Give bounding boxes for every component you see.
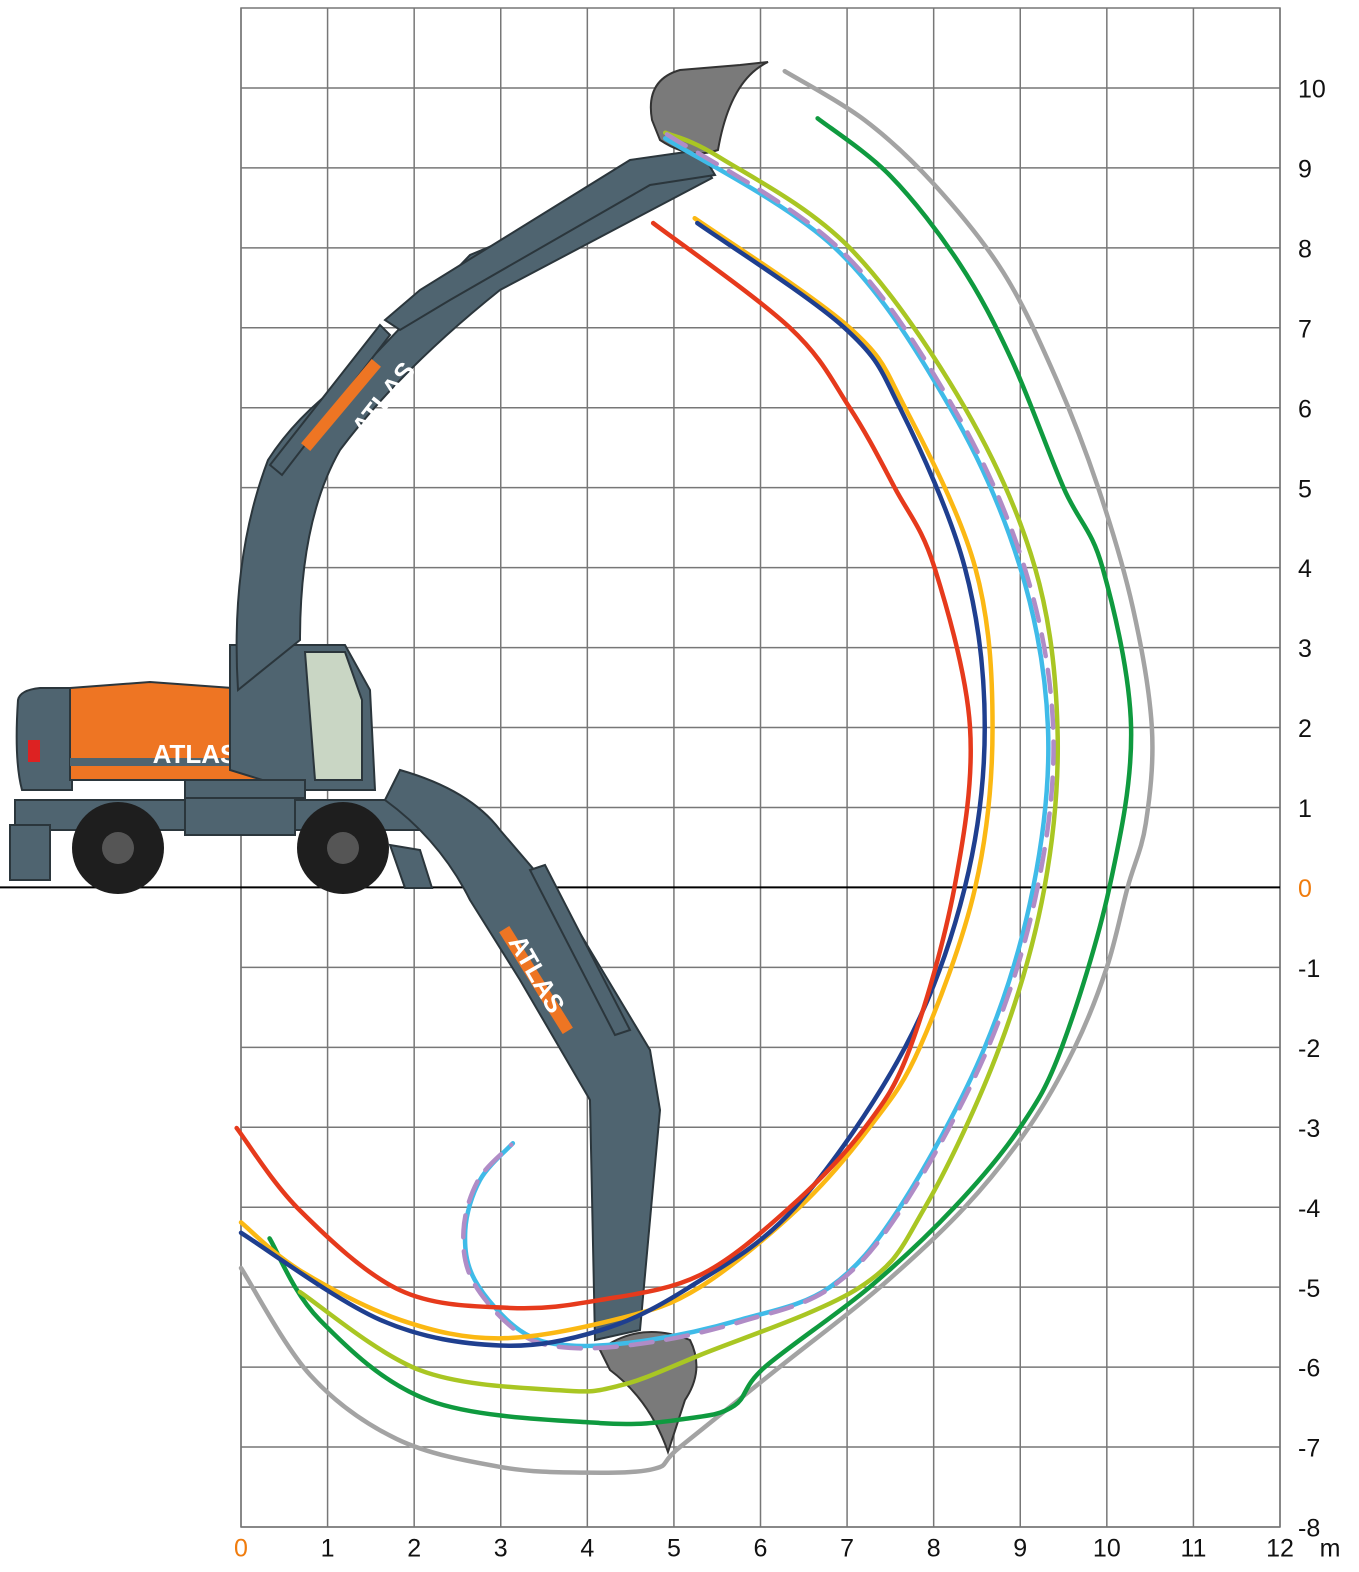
range-curve: [241, 71, 1152, 1473]
y-tick-label: -6: [1298, 1355, 1320, 1383]
arm: [385, 150, 715, 330]
y-tick-label: 6: [1298, 395, 1312, 423]
x-tick-label: 9: [1013, 1535, 1027, 1563]
x-tick-label: 5: [667, 1535, 681, 1563]
range-curve: [465, 138, 1048, 1346]
y-tick-label: 8: [1298, 235, 1312, 263]
x-axis-unit: m: [1320, 1535, 1341, 1563]
turntable: [185, 780, 305, 798]
y-tick-label: -2: [1298, 1035, 1320, 1063]
x-tick-label: 0: [234, 1535, 248, 1563]
x-tick-label: 11: [1180, 1535, 1206, 1563]
x-tick-label: 6: [754, 1535, 768, 1563]
y-tick-label: 3: [1298, 635, 1312, 663]
x-tick-label: 10: [1093, 1535, 1121, 1563]
y-tick-label: -4: [1298, 1195, 1320, 1223]
bucket: [600, 1332, 696, 1452]
hub: [327, 832, 359, 864]
x-tick-label: 4: [580, 1535, 594, 1563]
chart: ATLAS ATLAS ATLAS 0123456789101112-8-7-6…: [0, 0, 1359, 1567]
x-tick-label: 2: [407, 1535, 421, 1563]
x-tick-label: 7: [840, 1535, 854, 1563]
outrigger: [10, 825, 50, 880]
y-tick-label: 1: [1298, 795, 1312, 823]
y-tick-label: -5: [1298, 1275, 1320, 1303]
counterweight: [17, 688, 72, 790]
y-tick-label: 7: [1298, 315, 1312, 343]
y-tick-label: -7: [1298, 1435, 1320, 1463]
y-tick-label: -3: [1298, 1115, 1320, 1143]
x-tick-label: 1: [321, 1535, 335, 1563]
y-tick-label: 5: [1298, 475, 1312, 503]
range-curve: [463, 134, 1053, 1348]
y-tick-label: 9: [1298, 156, 1312, 184]
x-tick-label: 12: [1266, 1535, 1294, 1563]
brand-label: ATLAS: [153, 739, 238, 769]
boom: [385, 770, 660, 1340]
y-tick-label: 4: [1298, 555, 1312, 583]
y-tick-label: 10: [1298, 76, 1326, 104]
excavator-drawing: ATLAS ATLAS ATLAS: [10, 62, 768, 1452]
y-tick-label: -8: [1298, 1515, 1320, 1543]
y-tick-label: 0: [1298, 875, 1312, 903]
hub: [102, 832, 134, 864]
y-tick-label: 2: [1298, 715, 1312, 743]
x-tick-label: 8: [927, 1535, 941, 1563]
tail-light: [28, 740, 40, 762]
x-tick-label: 3: [494, 1535, 508, 1563]
y-tick-label: -1: [1298, 955, 1320, 983]
blade: [390, 845, 432, 888]
